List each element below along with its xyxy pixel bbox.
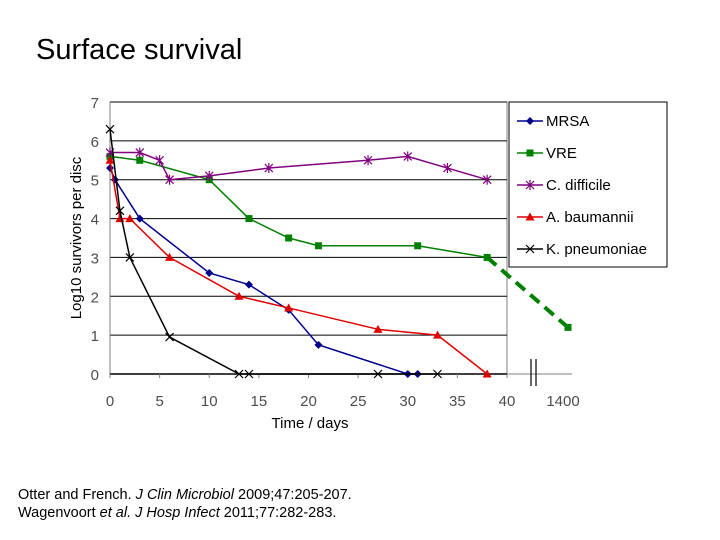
data-point xyxy=(285,234,293,242)
y-axis-label: Log10 survivors per disc xyxy=(68,156,85,319)
data-point xyxy=(234,291,244,300)
reference-1-journal: J Clin Microbiol xyxy=(135,487,234,503)
series-line xyxy=(109,155,488,259)
x-tick-label: 15 xyxy=(251,393,268,410)
data-point xyxy=(136,156,144,164)
plot-area xyxy=(109,101,508,375)
data-point xyxy=(135,214,144,223)
x-tick-label: 35 xyxy=(449,393,466,410)
reference-2-authors: Wagenvoort xyxy=(18,505,96,521)
y-tick-label: 6 xyxy=(91,134,99,151)
data-point xyxy=(284,303,294,312)
y-tick-label: 2 xyxy=(91,289,99,306)
legend-label: VRE xyxy=(546,145,577,162)
legend-item: A. baumannii xyxy=(517,209,634,226)
x-tick-label: 10 xyxy=(201,393,218,410)
reference-2: Wagenvoort et al. J Hosp Infect 2011;77:… xyxy=(18,504,352,522)
data-point xyxy=(165,252,175,261)
legend-marker xyxy=(525,180,535,190)
reference-1-authors: Otter and French. xyxy=(18,487,132,503)
y-tick-label: 7 xyxy=(91,95,99,112)
data-point xyxy=(433,330,443,339)
x-tick-label: 5 xyxy=(155,393,163,410)
data-point xyxy=(314,340,323,349)
data-point xyxy=(414,242,422,250)
data-point xyxy=(443,163,452,174)
data-point xyxy=(125,253,135,262)
data-point xyxy=(245,215,253,223)
data-point xyxy=(363,155,373,166)
series-line xyxy=(109,129,438,375)
grid-lines xyxy=(110,101,507,336)
data-point xyxy=(105,124,115,134)
legend-marker xyxy=(525,212,535,221)
x-tick-label: 30 xyxy=(399,393,416,410)
x-tick-label: 0 xyxy=(106,393,114,410)
legend-item: VRE xyxy=(517,145,577,162)
legend-marker xyxy=(526,117,534,125)
series-c-difficile xyxy=(105,147,492,185)
legend-item: K. pneumoniae xyxy=(517,241,647,258)
data-point xyxy=(115,206,125,216)
legend: MRSA VRE C. difficile A. baumannii K. pneumo… xyxy=(508,101,668,268)
data-point xyxy=(135,147,145,158)
data-point xyxy=(234,369,244,379)
data-point xyxy=(205,268,214,277)
reference-2-details: 2011;77:282-283. xyxy=(223,505,337,521)
series-mrsa xyxy=(106,164,422,378)
data-point xyxy=(314,242,322,250)
legend-label: C. difficile xyxy=(546,177,611,194)
x-tick-label: 40 xyxy=(499,393,516,410)
legend-item: C. difficile xyxy=(517,177,611,194)
y-tick-label: 5 xyxy=(91,173,99,190)
y-tick-label: 0 xyxy=(91,367,99,384)
x-axis-label: Time / days xyxy=(272,415,349,432)
data-point xyxy=(244,369,254,379)
data-point xyxy=(373,369,383,379)
reference-2-journal: J Hosp Infect xyxy=(135,505,220,521)
data-point xyxy=(403,151,413,162)
x-tick-label: 25 xyxy=(350,393,367,410)
legend-label: A. baumannii xyxy=(546,209,634,226)
data-point xyxy=(483,253,491,261)
reference-2-etal: et al. xyxy=(99,505,132,521)
legend-item: MRSA xyxy=(517,113,589,130)
data-point xyxy=(564,323,572,331)
axes: 0 1 2 3 4 5 6 7 0 5 10 15 20 25 30 35 40 1400 xyxy=(91,95,580,410)
references: Otter and French. J Clin Microbiol 2009;… xyxy=(18,486,352,522)
data-point xyxy=(433,369,442,379)
data-point xyxy=(482,174,492,185)
y-tick-label: 4 xyxy=(91,212,99,229)
legend-marker xyxy=(525,244,535,254)
y-tick-label: 1 xyxy=(91,328,99,345)
data-point xyxy=(155,155,165,166)
data-point xyxy=(204,170,214,181)
data-point xyxy=(244,280,253,289)
data-point xyxy=(373,324,383,333)
series-line xyxy=(110,151,488,181)
reference-1-details: 2009;47:205-207. xyxy=(238,487,352,503)
series-layer xyxy=(105,124,572,379)
slide-title: Surface survival xyxy=(36,34,243,66)
legend-label: K. pneumoniae xyxy=(546,241,647,258)
x-tick-label: 20 xyxy=(300,393,317,410)
data-point xyxy=(165,174,174,185)
data-point xyxy=(264,163,274,174)
y-tick-label: 3 xyxy=(91,250,99,267)
legend-marker xyxy=(526,149,534,157)
legend-label: MRSA xyxy=(546,113,589,130)
x-tick-label-1400: 1400 xyxy=(546,393,579,410)
data-point xyxy=(125,214,135,223)
series-k-pneumoniae xyxy=(105,124,442,379)
data-point xyxy=(482,369,492,378)
series-a-baumannii xyxy=(105,155,492,378)
data-point xyxy=(105,155,115,164)
reference-1: Otter and French. J Clin Microbiol 2009;… xyxy=(18,486,352,504)
data-point xyxy=(165,332,174,342)
